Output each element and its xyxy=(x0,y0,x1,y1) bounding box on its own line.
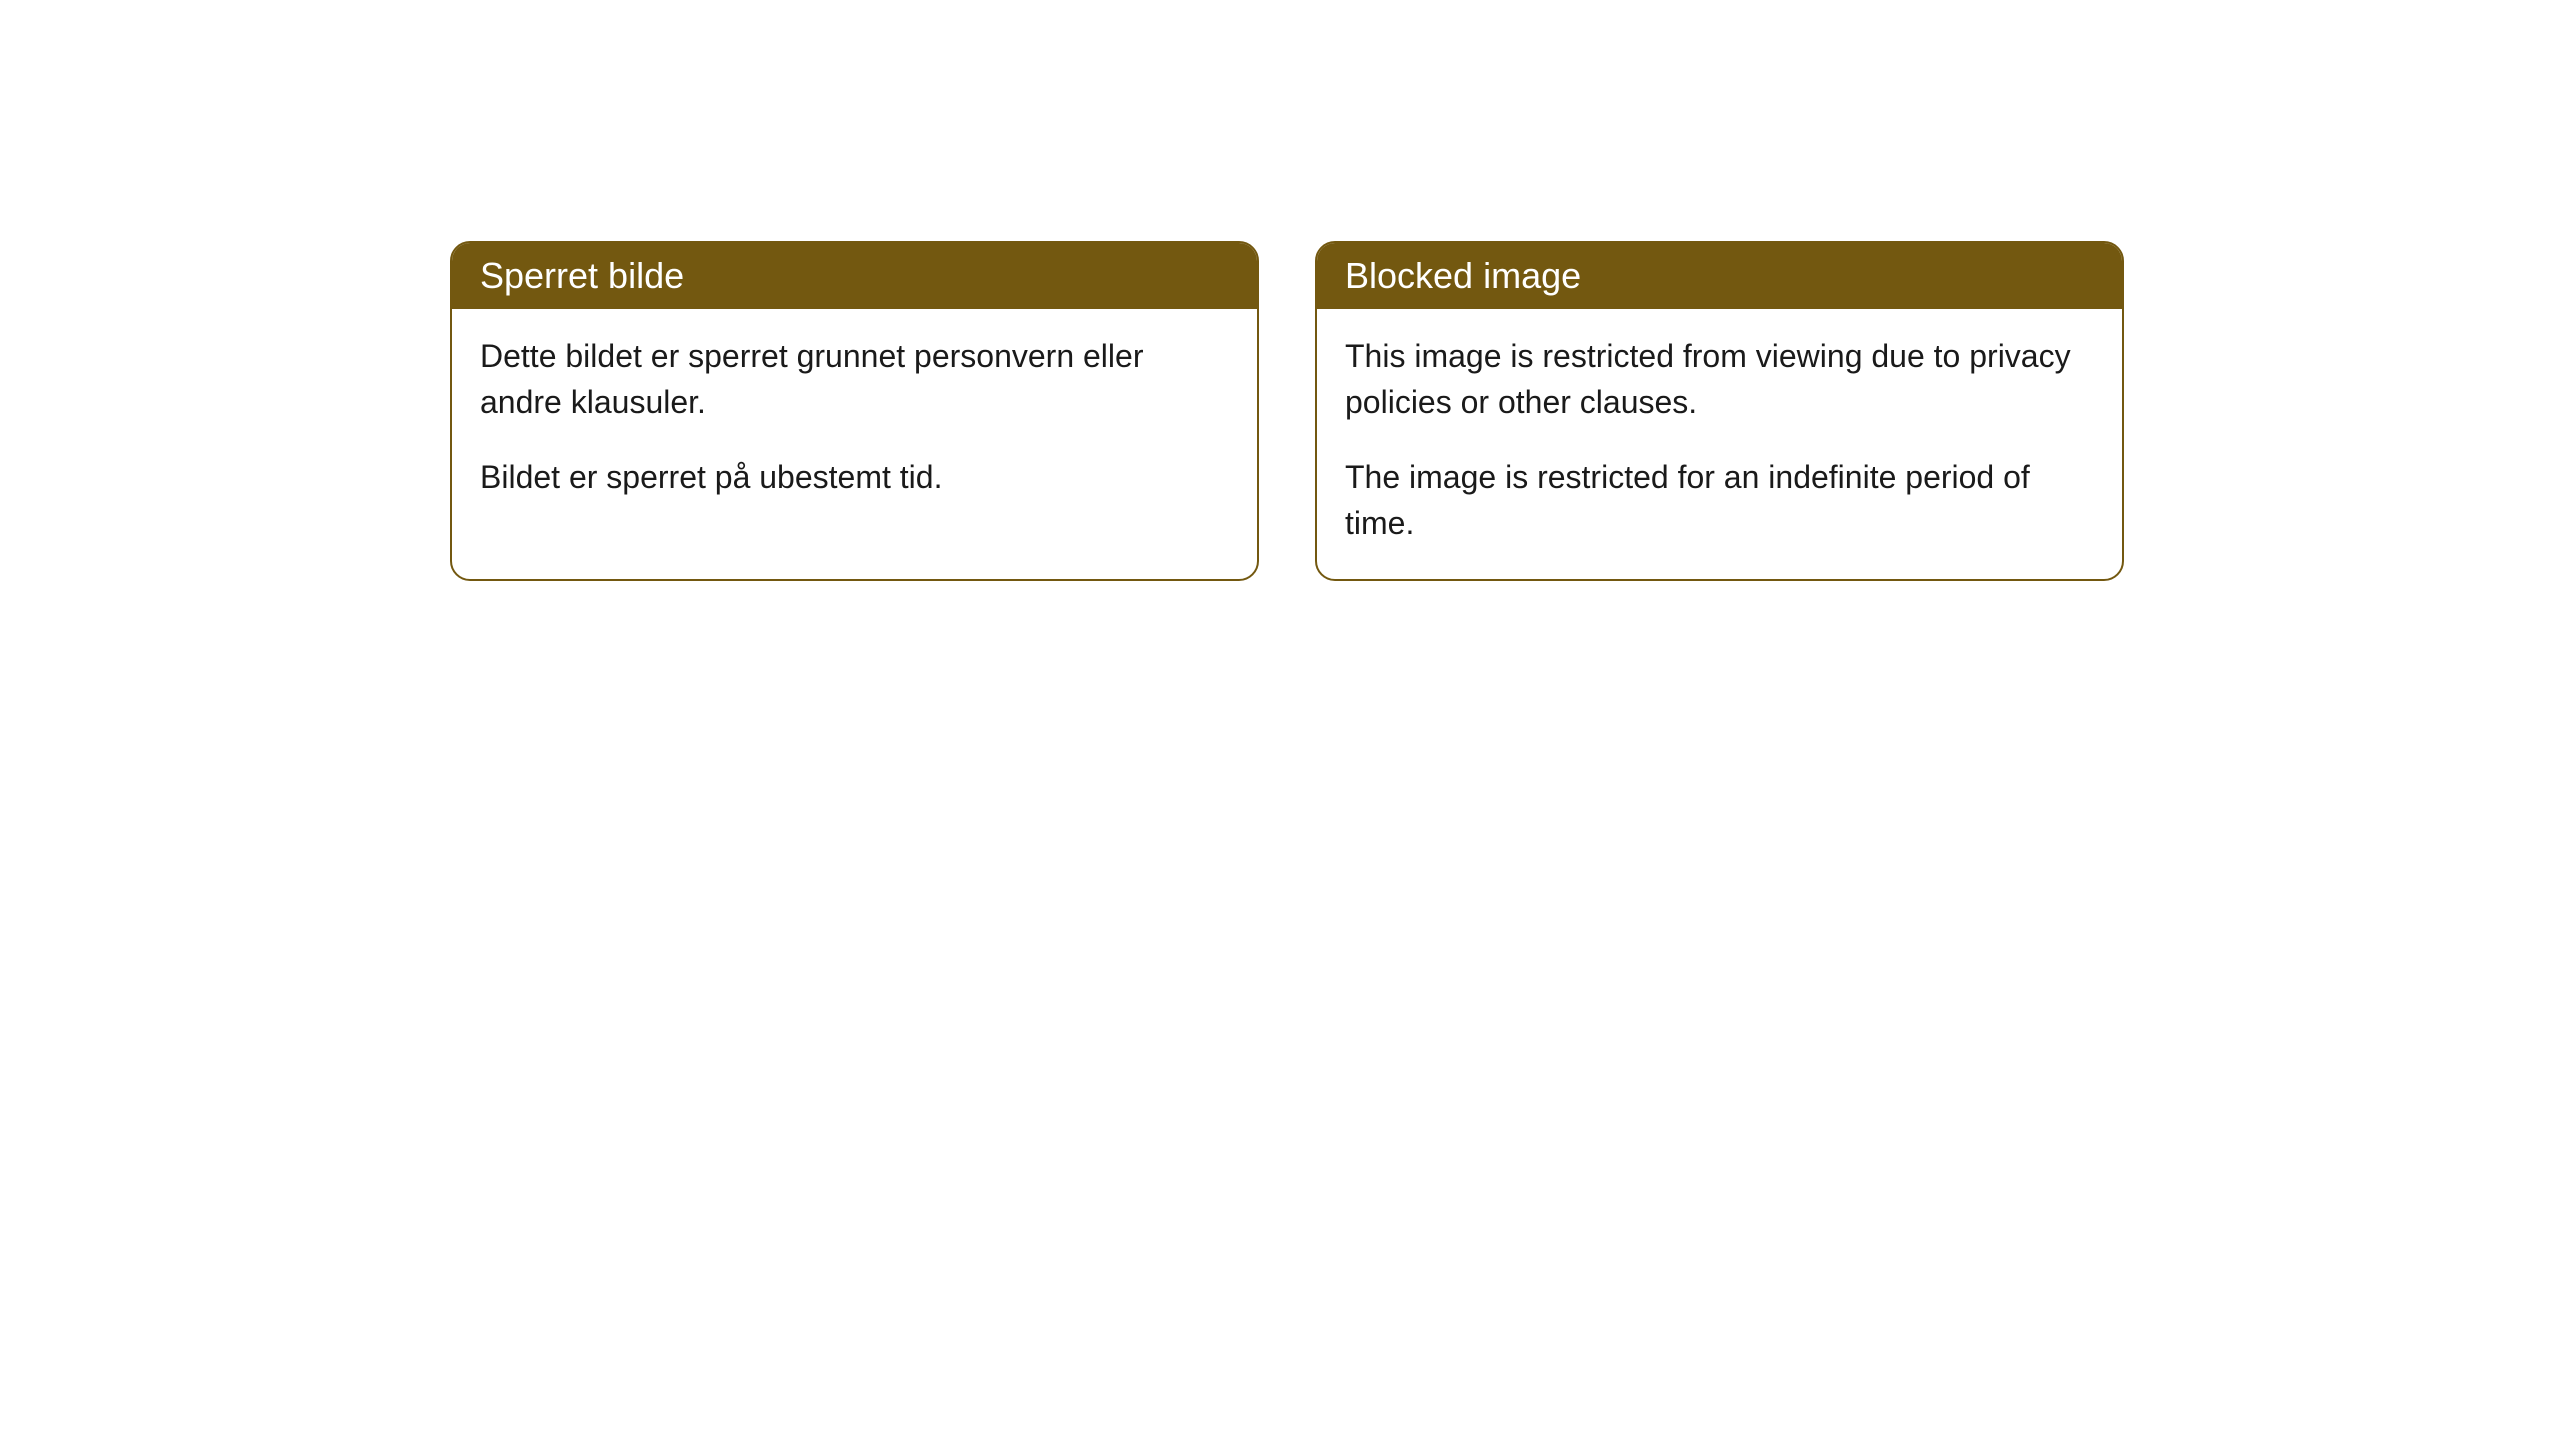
card-body: This image is restricted from viewing du… xyxy=(1317,309,2122,579)
card-header: Sperret bilde xyxy=(452,243,1257,309)
card-paragraph: The image is restricted for an indefinit… xyxy=(1345,454,2094,547)
card-header: Blocked image xyxy=(1317,243,2122,309)
card-paragraph: Dette bildet er sperret grunnet personve… xyxy=(480,333,1229,426)
card-paragraph: Bildet er sperret på ubestemt tid. xyxy=(480,454,1229,500)
card-title: Sperret bilde xyxy=(480,255,684,296)
card-title: Blocked image xyxy=(1345,255,1581,296)
blocked-image-card-en: Blocked image This image is restricted f… xyxy=(1315,241,2124,581)
card-paragraph: This image is restricted from viewing du… xyxy=(1345,333,2094,426)
cards-container: Sperret bilde Dette bildet er sperret gr… xyxy=(450,241,2124,581)
card-body: Dette bildet er sperret grunnet personve… xyxy=(452,309,1257,532)
blocked-image-card-no: Sperret bilde Dette bildet er sperret gr… xyxy=(450,241,1259,581)
